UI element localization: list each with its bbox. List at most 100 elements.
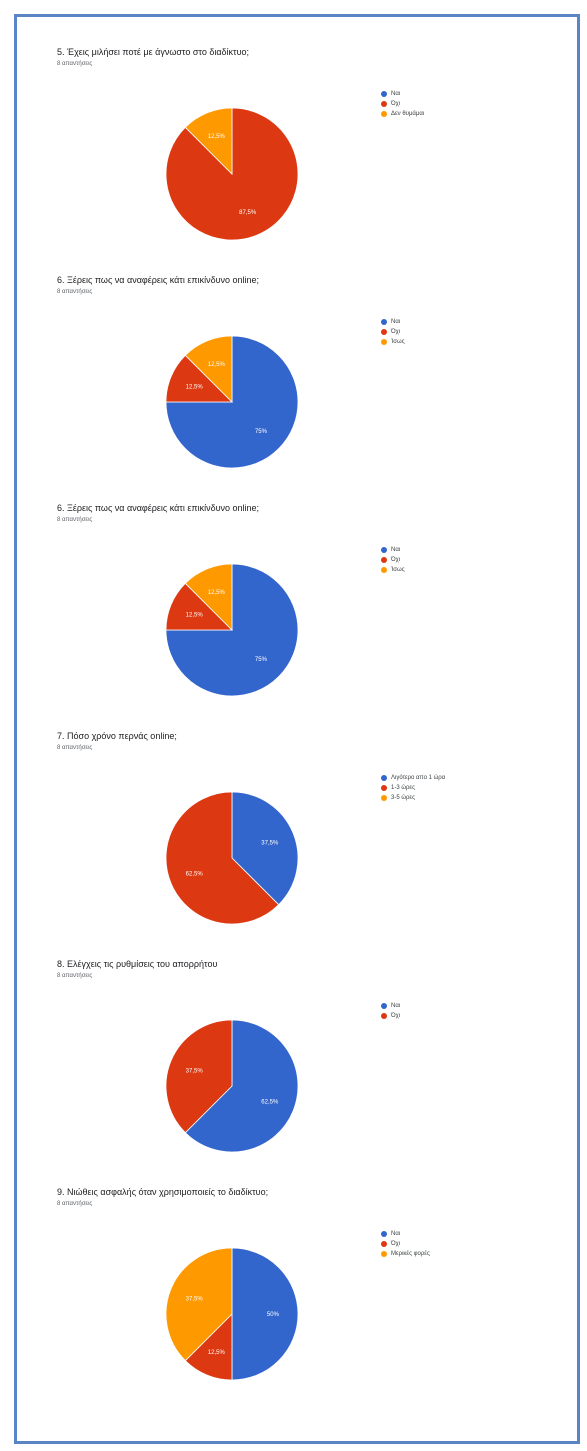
legend-item: Λιγότερο απο 1 ώρα <box>381 773 445 783</box>
pie-slice <box>165 563 299 697</box>
response-count: 8 απαντήσεις <box>57 61 93 67</box>
slice-label: 12,5% <box>208 1350 226 1356</box>
response-count: 8 απαντήσεις <box>57 973 93 979</box>
legend-swatch-icon <box>381 101 387 107</box>
legend-label: Δεν θυμάμαι <box>391 111 425 117</box>
legend-swatch-icon <box>381 557 387 563</box>
legend-label: Όχι <box>391 329 401 335</box>
pie-chart: 75% 12,5% 12,5% <box>165 563 299 697</box>
legend-swatch-icon <box>381 91 387 97</box>
legend-swatch-icon <box>381 785 387 791</box>
question-block-8: 8. Ελέγχεις τις ρυθμίσεις του απορρήτου … <box>17 959 577 1187</box>
legend-item: Όχι <box>381 1011 400 1021</box>
survey-results-panel: 5. Έχεις μιλήσει ποτέ με άγνωστο στο δια… <box>14 14 580 1444</box>
slice-label: 87,5% <box>239 210 257 216</box>
question-title: 5. Έχεις μιλήσει ποτέ με άγνωστο στο δια… <box>57 47 250 57</box>
pie-chart: 62,5% 37,5% <box>165 1019 299 1153</box>
response-count: 8 απαντήσεις <box>57 517 93 523</box>
question-block-6b: 6. Ξέρεις πως να αναφέρεις κάτι επικίνδυ… <box>17 503 577 731</box>
legend-label: Ναι <box>391 1003 401 1009</box>
legend-label: Όχι <box>391 101 401 107</box>
legend-swatch-icon <box>381 319 387 325</box>
legend-label: Λιγότερο απο 1 ώρα <box>391 775 446 781</box>
legend-swatch-icon <box>381 1231 387 1237</box>
legend-item: Όχι <box>381 99 424 109</box>
pie-chart: 75% 12,5% 12,5% <box>165 335 299 469</box>
legend-label: Μερικές φορές <box>391 1251 430 1257</box>
legend-item: 1-3 ώρες <box>381 783 445 793</box>
legend-item: 3-5 ώρες <box>381 793 445 803</box>
legend-label: Ναι <box>391 91 401 97</box>
question-title: 6. Ξέρεις πως να αναφέρεις κάτι επικίνδυ… <box>57 275 260 285</box>
pie-slice <box>165 1019 233 1134</box>
question-title: 7. Πόσο χρόνο περνάς online; <box>57 731 177 741</box>
pie-slice <box>231 1247 299 1381</box>
pie-slice <box>231 791 299 906</box>
slice-label: 50% <box>267 1312 280 1318</box>
legend-swatch-icon <box>381 775 387 781</box>
legend-item: Δεν θυμάμαι <box>381 109 424 119</box>
legend-item: Μερικές φορές <box>381 1249 430 1259</box>
legend-label: Ναι <box>391 1231 401 1237</box>
pie-slice <box>184 107 233 175</box>
legend-label: Ίσως <box>391 339 405 345</box>
legend-item: Ναι <box>381 1001 400 1011</box>
slice-label: 37,5% <box>186 1068 204 1074</box>
chart-legend: Λιγότερο απο 1 ώρα 1-3 ώρες 3-5 ώρες <box>381 773 445 803</box>
legend-label: Ναι <box>391 319 401 325</box>
pie-slice <box>184 335 233 403</box>
legend-label: Όχι <box>391 557 401 563</box>
pie-slice <box>165 1247 233 1362</box>
legend-swatch-icon <box>381 547 387 553</box>
legend-swatch-icon <box>381 111 387 117</box>
chart-legend: Ναι Όχι Ίσως <box>381 545 405 575</box>
question-block-5: 5. Έχεις μιλήσει ποτέ με άγνωστο στο δια… <box>17 47 577 275</box>
response-count: 8 απαντήσεις <box>57 745 93 751</box>
legend-label: 3-5 ώρες <box>391 795 416 801</box>
legend-label: Ναι <box>391 547 401 553</box>
slice-label: 12,5% <box>186 612 204 618</box>
slice-label: 75% <box>255 657 268 663</box>
legend-item: Ναι <box>381 317 405 327</box>
legend-swatch-icon <box>381 1013 387 1019</box>
legend-item: Όχι <box>381 555 405 565</box>
legend-item: Ίσως <box>381 337 405 347</box>
legend-item: Ναι <box>381 545 405 555</box>
response-count: 8 απαντήσεις <box>57 289 93 295</box>
question-block-6a: 6. Ξέρεις πως να αναφέρεις κάτι επικίνδυ… <box>17 275 577 503</box>
slice-label: 62,5% <box>186 872 204 878</box>
legend-label: Όχι <box>391 1241 401 1247</box>
legend-swatch-icon <box>381 329 387 335</box>
legend-label: 1-3 ώρες <box>391 785 416 791</box>
legend-swatch-icon <box>381 567 387 573</box>
slice-label: 12,5% <box>208 590 226 596</box>
chart-legend: Ναι Όχι Δεν θυμάμαι <box>381 89 424 119</box>
response-count: 8 απαντήσεις <box>57 1201 93 1207</box>
pie-chart: 37,5% 62,5% <box>165 791 299 925</box>
legend-swatch-icon <box>381 1251 387 1257</box>
pie-chart: 87,5% 12,5% <box>165 107 299 241</box>
legend-swatch-icon <box>381 795 387 801</box>
legend-label: Όχι <box>391 1013 401 1019</box>
question-title: 6. Ξέρεις πως να αναφέρεις κάτι επικίνδυ… <box>57 503 260 513</box>
chart-legend: Ναι Όχι Μερικές φορές <box>381 1229 430 1259</box>
pie-slice <box>165 791 280 925</box>
slice-label: 12,5% <box>208 362 226 368</box>
legend-swatch-icon <box>381 1003 387 1009</box>
slice-label: 75% <box>255 429 268 435</box>
question-title: 8. Ελέγχεις τις ρυθμίσεις του απορρήτου <box>57 959 218 969</box>
slice-label: 12,5% <box>186 384 204 390</box>
chart-legend: Ναι Όχι <box>381 1001 400 1021</box>
slice-label: 37,5% <box>261 840 279 846</box>
legend-item: Ναι <box>381 1229 430 1239</box>
slice-label: 62,5% <box>261 1100 279 1106</box>
legend-item: Ναι <box>381 89 424 99</box>
pie-slice <box>184 1019 299 1153</box>
slice-label: 37,5% <box>186 1296 204 1302</box>
pie-chart: 50% 12,5% 37,5% <box>165 1247 299 1381</box>
question-block-9: 9. Νιώθεις ασφαλής όταν χρησιμοποιείς το… <box>17 1187 577 1415</box>
legend-swatch-icon <box>381 1241 387 1247</box>
legend-item: Ίσως <box>381 565 405 575</box>
question-title: 9. Νιώθεις ασφαλής όταν χρησιμοποιείς το… <box>57 1187 269 1197</box>
pie-slice <box>165 335 299 469</box>
